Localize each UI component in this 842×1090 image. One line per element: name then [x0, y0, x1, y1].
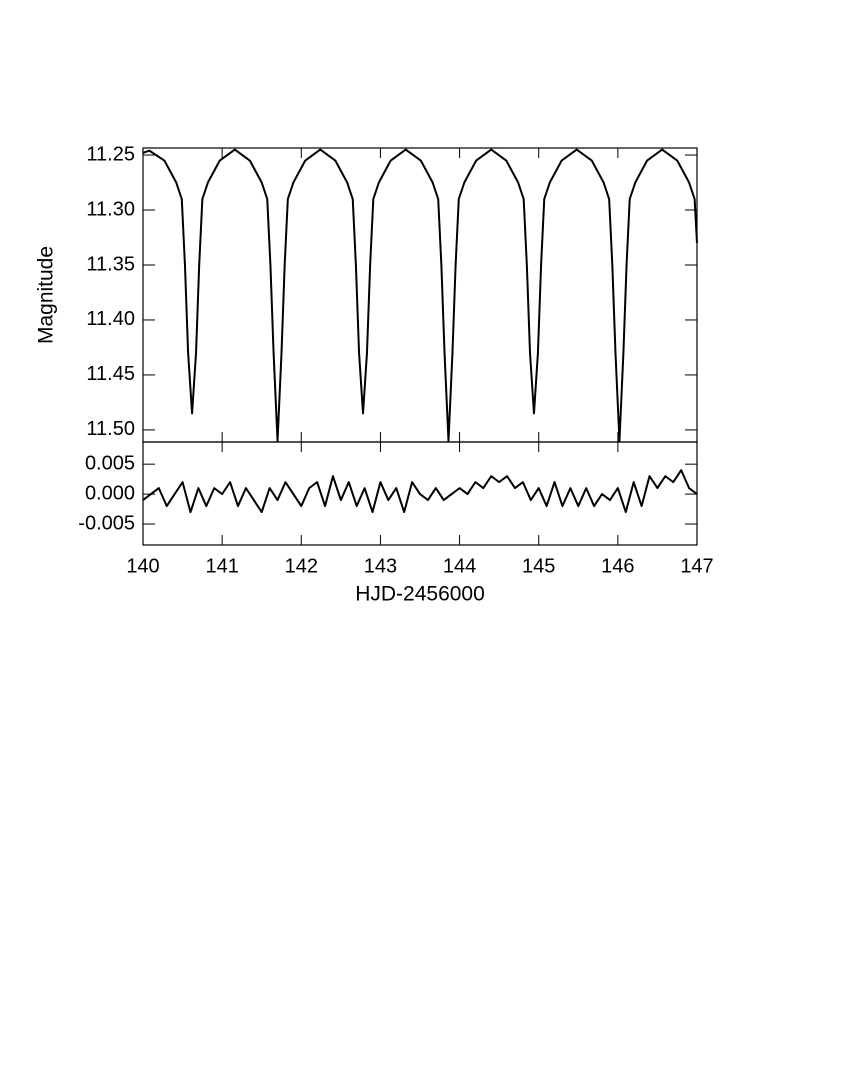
x-tick-label: 147: [680, 555, 713, 577]
y-tick-label: 11.35: [86, 253, 135, 275]
y-axis-title: Magnitude: [35, 246, 58, 344]
y-tick-label: 11.25: [86, 143, 135, 165]
y-tick-label: -0.005: [78, 512, 135, 534]
x-tick-label: 143: [364, 555, 397, 577]
data-line: [142, 469, 698, 514]
x-tick-label: 145: [522, 555, 555, 577]
x-tick-label: 141: [205, 555, 238, 577]
x-tick-label: 142: [285, 555, 318, 577]
y-tick-label: 11.30: [86, 198, 135, 220]
x-tick-label: 146: [601, 555, 634, 577]
x-axis-title: HJD-2456000: [355, 583, 485, 606]
y-tick-label: 11.50: [86, 418, 135, 440]
x-tick-label: 144: [443, 555, 476, 577]
x-tick-label: 140: [126, 555, 159, 577]
y-tick-label: 0.005: [85, 452, 135, 474]
y-tick-label: 11.45: [86, 363, 135, 385]
y-tick-label: 11.40: [86, 308, 135, 330]
data-line: [142, 148, 698, 442]
y-tick-label: 0.000: [85, 482, 135, 504]
